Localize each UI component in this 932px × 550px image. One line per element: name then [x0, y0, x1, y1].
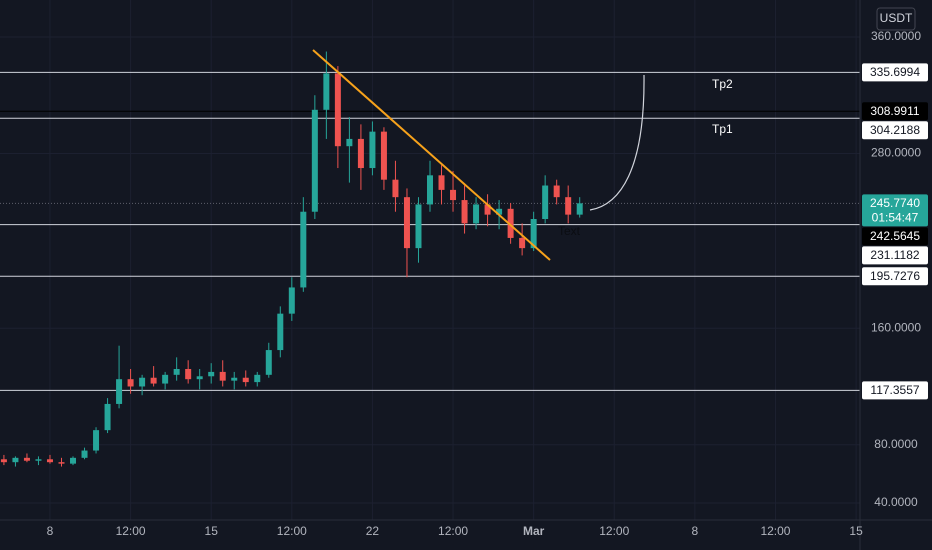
- annotation: Tp2: [712, 77, 733, 91]
- candle-body: [231, 377, 238, 381]
- candle-body: [150, 377, 157, 384]
- price-level-label: 245.7740: [870, 196, 920, 210]
- candle-body: [81, 450, 88, 458]
- x-tick-label: 12:00: [438, 524, 468, 538]
- currency-label[interactable]: USDT: [880, 11, 913, 25]
- candle-body: [357, 138, 364, 169]
- price-level-box: [862, 102, 928, 121]
- price-level-box: [862, 121, 928, 140]
- candle-body: [415, 204, 422, 249]
- candle-body: [427, 175, 433, 205]
- price-level-label: 231.1182: [870, 248, 919, 262]
- candle-body: [403, 197, 410, 249]
- candle-body: [288, 287, 295, 314]
- currency-box[interactable]: [876, 7, 916, 31]
- annotation: Tp1: [712, 122, 733, 136]
- x-tick-label: 8: [47, 524, 54, 538]
- price-level-box: [862, 63, 928, 82]
- price-axis: 8 12:00 15 12:00 22 12:00 Mar 12:00 8 12:00 15 40.0…: [47, 29, 928, 538]
- candle-body: [12, 457, 19, 463]
- grid: [0, 0, 860, 520]
- candle-body: [346, 138, 353, 147]
- candle-body: [576, 203, 583, 215]
- candle-body: [461, 200, 468, 224]
- projection-curve: [589, 74, 645, 211]
- candle-body: [300, 211, 307, 288]
- candle-body: [46, 459, 53, 463]
- candle-body: [369, 131, 376, 169]
- x-tick-label: 15: [205, 524, 219, 538]
- candle-body: [116, 379, 123, 404]
- x-tick-label: 15: [849, 524, 863, 538]
- candle-body: [254, 374, 261, 383]
- candle-body: [104, 403, 111, 431]
- candle-body: [208, 371, 215, 377]
- price-level-label: 242.5645: [870, 229, 920, 243]
- countdown: 01:54:47: [872, 210, 919, 224]
- candle-body: [58, 462, 65, 464]
- y-tick-label: 80.0000: [874, 437, 918, 451]
- price-level-box: [862, 227, 928, 246]
- y-tick-label: 40.0000: [874, 495, 918, 509]
- candle-body: [127, 379, 134, 387]
- price-level-box: [862, 381, 928, 400]
- candle-body: [334, 73, 341, 147]
- y-tick-label: 280.0000: [871, 146, 921, 160]
- trend-line: [312, 49, 551, 261]
- candle-body: [473, 204, 480, 224]
- candle-body: [0, 459, 7, 463]
- annotation: Text: [558, 224, 581, 238]
- x-tick-label: 12:00: [760, 524, 790, 538]
- candle-body: [542, 185, 549, 220]
- y-tick-label: 160.0000: [871, 320, 921, 334]
- candle-body: [93, 430, 100, 451]
- x-tick-label: 12:00: [277, 524, 307, 538]
- candle-body: [35, 459, 42, 461]
- price-level-label: 308.9911: [870, 104, 919, 118]
- candle-body: [450, 189, 457, 201]
- price-level-box: [862, 246, 928, 265]
- candle-body: [277, 313, 284, 351]
- candle-body: [507, 208, 514, 238]
- candle-body: [392, 179, 399, 198]
- candle-body: [139, 377, 146, 387]
- candle-body: [185, 368, 192, 380]
- candle-body: [219, 371, 226, 381]
- candle-body: [519, 237, 526, 249]
- candle-body: [484, 204, 491, 215]
- candle-body: [70, 457, 77, 464]
- candle-body: [530, 219, 537, 249]
- x-tick-label: 22: [366, 524, 380, 538]
- candle-body: [380, 131, 387, 180]
- candle-body: [496, 208, 503, 215]
- price-levels: [0, 71, 860, 391]
- candles: [0, 51, 583, 467]
- candle-body: [565, 197, 572, 215]
- candle-body: [162, 374, 169, 384]
- candle-body: [323, 73, 330, 110]
- x-tick-label: Mar: [523, 524, 545, 538]
- x-tick-label: 8: [692, 524, 699, 538]
- candle-body: [438, 175, 445, 190]
- price-level-label: 117.3557: [870, 383, 919, 397]
- x-tick-label: 12:00: [599, 524, 629, 538]
- y-tick-label: 360.0000: [871, 29, 921, 43]
- candle-body: [242, 377, 249, 383]
- candle-body: [196, 376, 203, 380]
- price-level-box: [862, 267, 928, 286]
- candle-body: [311, 109, 318, 212]
- price-level-label: 304.2188: [870, 123, 920, 137]
- candle-body: [265, 350, 272, 375]
- candle-body: [173, 368, 180, 375]
- price-level-label: 335.6994: [870, 65, 920, 79]
- price-level-label: 195.7276: [870, 269, 920, 283]
- candle-body: [553, 185, 560, 198]
- price-level-box: [862, 194, 928, 227]
- candle-body: [23, 457, 30, 461]
- x-tick-label: 12:00: [116, 524, 146, 538]
